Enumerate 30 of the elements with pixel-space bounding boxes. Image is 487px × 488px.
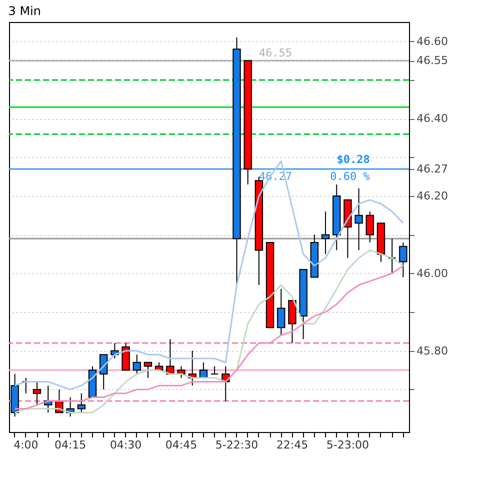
x-tick-label: 22:45 — [276, 438, 308, 452]
y-tick-label: 46.20 — [416, 190, 448, 203]
candlestick — [32, 381, 42, 406]
annotation: 0.60 % — [330, 170, 370, 183]
y-tick-label: 46.27 — [416, 162, 448, 176]
annotation: $0.28 — [336, 152, 370, 166]
y-tick-label: 45.80 — [416, 344, 448, 358]
y-tick-label: 46.40 — [416, 112, 448, 126]
candlestick — [77, 392, 86, 414]
x-tick-label: 5-23:00 — [326, 438, 370, 452]
ref-line-label: 46.55 — [258, 46, 292, 60]
y-tick-label: 46.00 — [416, 266, 448, 280]
candlestick — [122, 342, 130, 371]
candlestick — [132, 354, 141, 374]
candlestick — [210, 366, 219, 374]
chart-title: 3 Min — [8, 4, 41, 18]
candlestick — [144, 362, 152, 378]
y-tick-label: 46.60 — [416, 34, 448, 48]
x-tick-label: 4:00 — [14, 438, 38, 452]
candlestick — [321, 211, 330, 255]
candlestick — [388, 238, 396, 274]
x-tick-label: 04:15 — [54, 438, 86, 452]
candlestick — [277, 288, 286, 336]
x-tick-label: 04:45 — [165, 438, 198, 452]
candlestick — [354, 188, 363, 251]
y-tick-label: 46.55 — [416, 54, 448, 68]
x-tick-label: 04:30 — [110, 438, 142, 452]
x-tick-label: 5-22:30 — [215, 438, 258, 452]
candlestick — [288, 300, 296, 344]
candlestick — [366, 211, 374, 243]
